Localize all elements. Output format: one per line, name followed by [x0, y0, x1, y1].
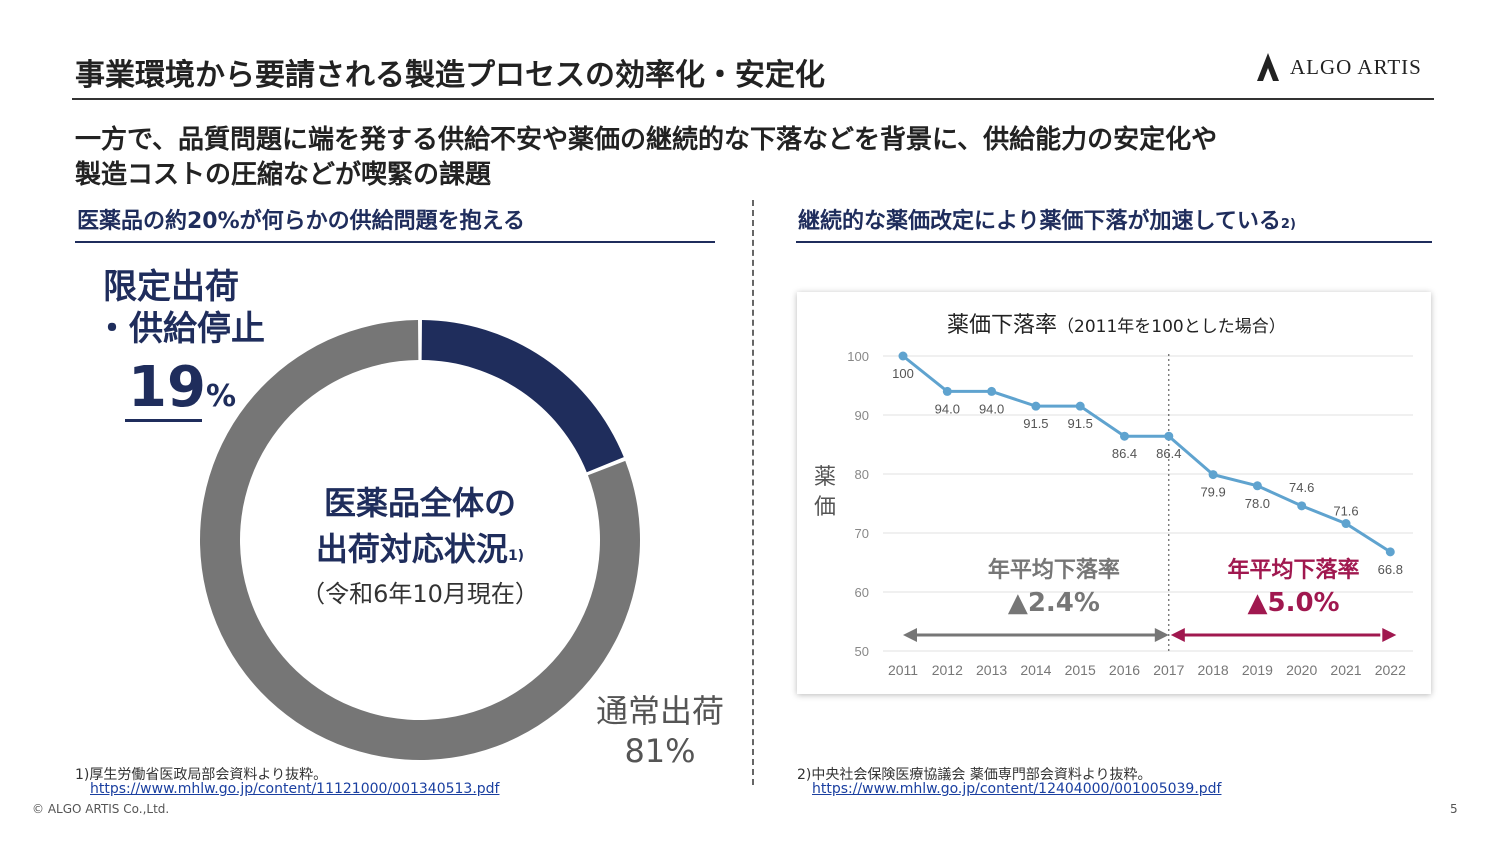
data-label: 66.8 — [1378, 562, 1403, 577]
y-tick-label: 80 — [855, 467, 869, 482]
limited-shipment-label: 限定出荷 ・供給停止 — [95, 266, 265, 350]
arrow-period-1 — [903, 628, 1169, 642]
panel-divider — [752, 200, 754, 785]
right-subtitle: 継続的な薬価改定により薬価下落が加速している2) — [798, 203, 1296, 235]
data-label: 86.4 — [1112, 446, 1137, 461]
limited-value-underline — [125, 419, 202, 422]
right-subtitle-rule — [796, 241, 1432, 243]
y-axis-label: 薬 — [814, 465, 836, 490]
limited-shipment-value: 19% — [128, 355, 236, 420]
price-series-line — [902, 354, 1392, 554]
data-point — [1164, 431, 1174, 441]
x-tick-label: 2016 — [1109, 662, 1140, 678]
y-tick-label: 70 — [855, 526, 869, 541]
donut-slice-limited — [421, 320, 624, 473]
x-tick-label: 2012 — [932, 662, 963, 678]
x-tick-label: 2017 — [1153, 662, 1184, 678]
chart-title: 薬価下落率（2011年を100とした場合） — [947, 313, 1286, 338]
normal-label-text: 通常出荷 — [595, 692, 724, 730]
center-line-2: 出荷対応状況1) — [250, 524, 590, 570]
x-tick-label: 2011 — [888, 662, 918, 678]
center-note-mark: 1) — [507, 548, 525, 564]
y-tick-label: 90 — [855, 408, 869, 423]
logo-text: ALGO ARTIS — [1290, 54, 1422, 79]
data-label: 91.5 — [1068, 416, 1093, 431]
data-label: 86.4 — [1156, 446, 1181, 461]
annotation-label: 年平均下落率 — [1228, 557, 1360, 583]
price-decline-chart-card: 薬価下落率（2011年を100とした場合） 50 60 70 80 90 100 薬価 2011… — [797, 292, 1431, 694]
right-footnote-link[interactable]: https://www.mhlw.go.jp/content/12404000/… — [812, 781, 1222, 797]
normal-label-value: 81% — [624, 732, 696, 770]
center-line-3: （令和6年10月現在） — [301, 580, 539, 608]
data-label: 71.6 — [1333, 504, 1358, 519]
annotation-label: 年平均下落率 — [988, 557, 1120, 583]
data-point — [942, 386, 952, 396]
x-tick-label: 2013 — [976, 662, 1007, 678]
left-subtitle-rule — [75, 241, 715, 243]
copyright: © ALGO ARTIS Co.,Ltd. — [32, 802, 170, 816]
limited-label-line-1: 限定出荷 — [103, 267, 239, 307]
data-point — [1075, 401, 1085, 411]
data-point — [1385, 547, 1395, 557]
data-point — [1120, 431, 1129, 441]
page-number: 5 — [1450, 802, 1458, 816]
x-tick-label: 2021 — [1330, 662, 1361, 678]
title-divider — [72, 98, 1434, 100]
left-footnote-link[interactable]: https://www.mhlw.go.jp/content/11121000/… — [90, 781, 500, 797]
center-line-1: 医薬品全体の — [323, 484, 516, 522]
y-tick-label: 50 — [855, 644, 869, 659]
data-label: 94.0 — [979, 401, 1004, 416]
x-tick-label: 2015 — [1065, 662, 1096, 678]
x-tick-label: 2019 — [1242, 662, 1273, 678]
annotation-value: ▲5.0% — [1247, 588, 1339, 618]
x-tick-label: 2020 — [1286, 662, 1317, 678]
data-point — [1031, 401, 1041, 411]
company-logo: ALGO ARTIS — [1256, 50, 1422, 84]
right-footnote: 2)中央社会保険医療協議会 薬価専門部会資料より抜粋。 — [797, 767, 1152, 783]
limited-value-unit: % — [205, 379, 236, 414]
limited-value-number: 19 — [128, 355, 206, 420]
data-label: 91.5 — [1023, 416, 1048, 431]
left-footnote: 1)厚生労働省医政局部会資料より抜粋。 — [75, 767, 328, 783]
price-decline-line-chart: 薬価下落率（2011年を100とした場合） 50 60 70 80 90 100 薬価 2011… — [814, 313, 1413, 678]
data-point — [1341, 519, 1351, 529]
y-axis-label: 価 — [814, 495, 836, 520]
data-point — [1252, 481, 1262, 491]
left-subtitle: 医薬品の約20%が何らかの供給問題を抱える — [77, 209, 525, 234]
y-tick-label: 100 — [847, 349, 869, 364]
data-label: 78.0 — [1245, 496, 1270, 511]
arrow-period-2 — [1170, 628, 1397, 642]
page-title: 事業環境から要請される製造プロセスの効率化・安定化 — [75, 58, 825, 93]
x-tick-label: 2014 — [1020, 662, 1051, 678]
data-label: 79.9 — [1200, 485, 1225, 500]
data-point — [898, 351, 908, 361]
data-point — [1297, 501, 1307, 511]
data-point — [987, 386, 997, 396]
right-subtitle-note-mark: 2) — [1280, 217, 1296, 232]
headline-line-2: 製造コストの圧縮などが喫緊の課題 — [75, 160, 492, 190]
data-point — [1208, 470, 1218, 480]
algo-artis-logo-icon — [1257, 53, 1279, 81]
data-label: 94.0 — [935, 401, 960, 416]
center-line-2-text: 出荷対応状況 — [315, 530, 508, 568]
normal-shipment-label: 通常出荷 81% — [590, 686, 730, 770]
shipment-donut-chart — [200, 320, 640, 760]
right-subtitle-text: 継続的な薬価改定により薬価下落が加速している — [798, 209, 1281, 234]
headline-line-1: 一方で、品質問題に端を発する供給不安や薬価の継続的な下落などを背景に、供給能力の… — [75, 125, 1218, 155]
annotation-value: ▲2.4% — [1008, 588, 1100, 618]
x-tick-label: 2018 — [1198, 662, 1229, 678]
limited-label-line-2: ・供給停止 — [95, 309, 265, 349]
x-tick-label: 2022 — [1375, 662, 1406, 678]
data-label: 100 — [892, 366, 914, 381]
donut-center-label: 医薬品全体の 出荷対応状況1) （令和6年10月現在） — [250, 478, 590, 609]
y-tick-label: 60 — [855, 585, 869, 600]
data-label: 74.6 — [1289, 480, 1314, 495]
